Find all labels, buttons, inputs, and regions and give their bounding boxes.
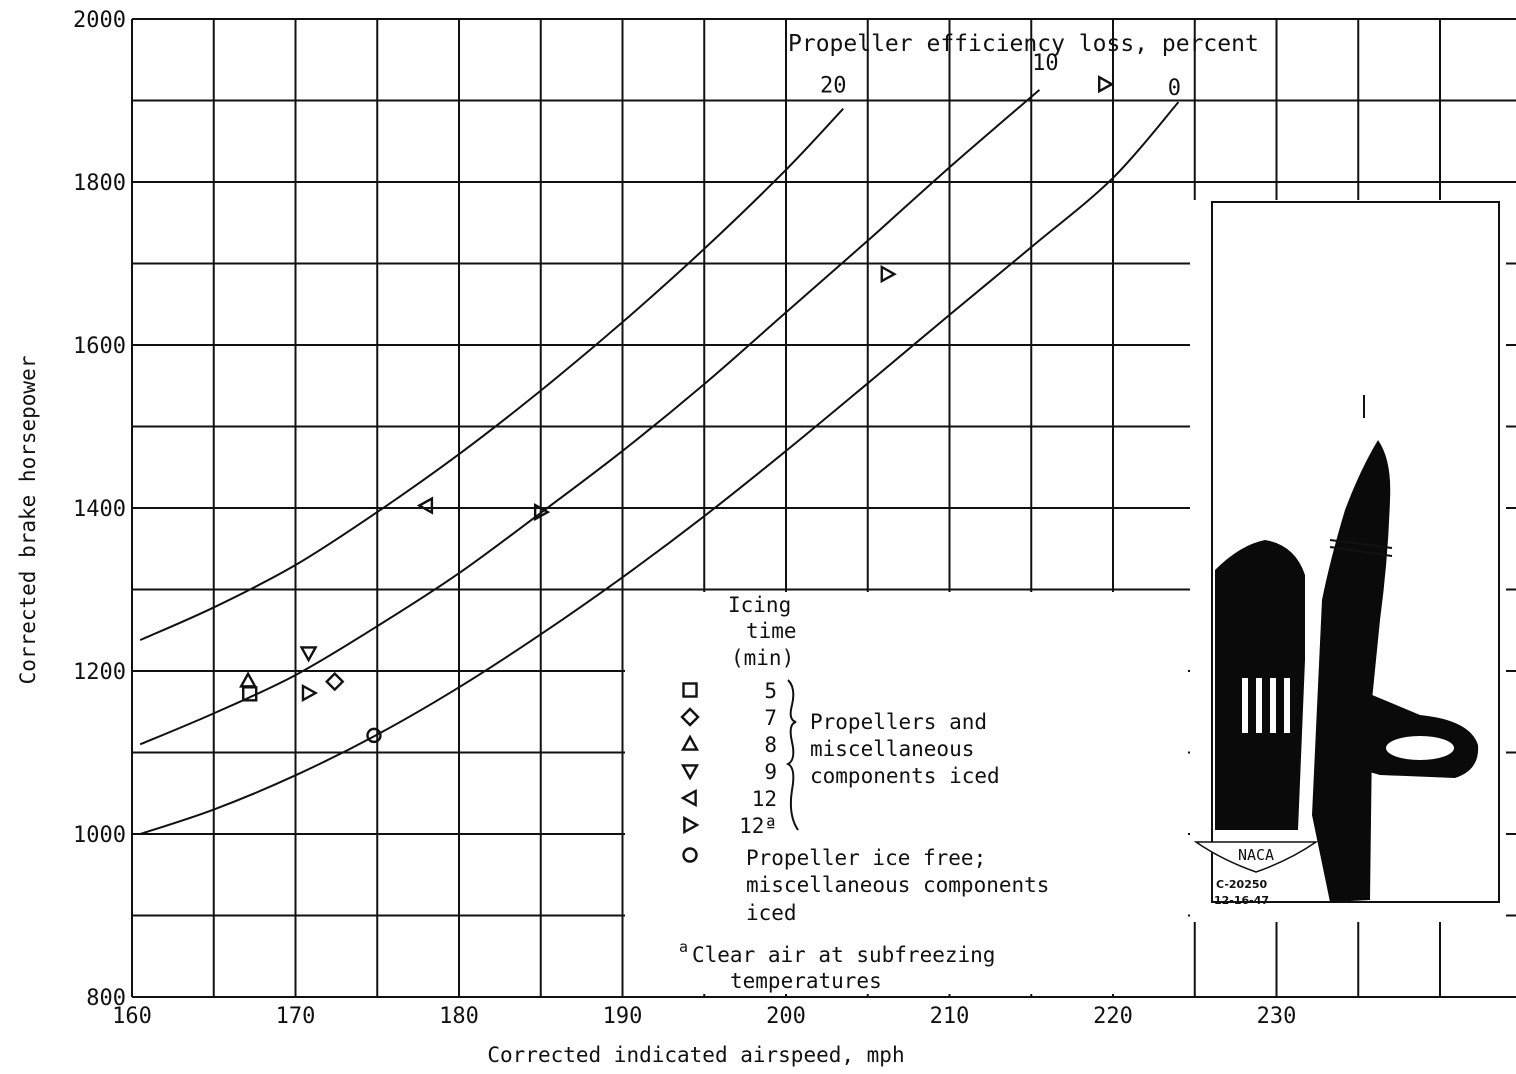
legend-symbol-triangle-left: [680, 788, 697, 808]
legend-symbol-diamond: [680, 707, 700, 727]
efficiency-curves: [139, 89, 1180, 835]
data-point-triangle-left: [416, 496, 434, 515]
x-axis-label: Corrected indicated airspeed, mph: [487, 1043, 904, 1067]
x-tick-label: 200: [766, 1004, 806, 1029]
data-point-triangle-right: [301, 683, 319, 703]
data-point-triangle-right: [880, 265, 897, 284]
efficiency-curve-20: [139, 107, 844, 641]
legend: Icing time (min) 5 7 8 9 12 12ª Propellers an…: [625, 592, 1188, 994]
legend-ice-free-label-2: miscellaneous components: [746, 873, 1049, 897]
axis-tick-labels: 160 170 180 190 200 210 220 2308001000120014001…: [73, 8, 1296, 1029]
y-tick-label: 1000: [73, 823, 126, 848]
x-tick-label: 170: [276, 1004, 316, 1029]
data-points: [239, 75, 1115, 744]
curve-labels: 20 10 0: [820, 51, 1181, 101]
photo-id: C-20250: [1216, 878, 1268, 891]
curve-label-0: 0: [1168, 76, 1181, 101]
y-axis-label: Corrected brake horsepower: [16, 356, 40, 685]
propeller-photo: NACA C-20250 12-16-47: [1190, 200, 1506, 922]
legend-time-value: 8: [764, 733, 777, 757]
data-point-triangle-right: [533, 503, 551, 522]
legend-header-line-2: time: [746, 619, 797, 643]
legend-group-label-1: Propellers and: [810, 710, 987, 734]
efficiency-curve-10: [139, 89, 1041, 746]
data-point-triangle-down: [299, 646, 318, 663]
data-point-triangle-right: [1098, 75, 1115, 94]
legend-symbol-triangle-down: [680, 764, 700, 781]
legend-brace: [785, 679, 799, 831]
legend-time-value: 12ª: [739, 814, 777, 838]
legend-ice-free-label-3: iced: [746, 901, 797, 925]
legend-footnote-mark: a: [679, 938, 688, 956]
legend-symbol-triangle-right: [683, 815, 700, 835]
y-tick-label: 1200: [73, 660, 126, 685]
x-tick-label: 220: [1093, 1004, 1133, 1029]
legend-symbol-triangle-up: [680, 734, 700, 751]
data-point-triangle-up: [239, 671, 258, 688]
legend-time-value: 5: [764, 679, 777, 703]
legend-header-line-3: (min): [731, 646, 794, 670]
x-tick-label: 180: [439, 1004, 479, 1029]
y-tick-label: 1800: [73, 171, 126, 196]
photo-date: 12-16-47: [1214, 894, 1269, 907]
y-tick-label: 1400: [73, 497, 126, 522]
photo-logo: NACA: [1238, 846, 1274, 864]
legend-time-value: 12: [752, 787, 777, 811]
efficiency-curve-0: [139, 101, 1180, 835]
legend-time-value: 9: [764, 760, 777, 784]
legend-symbol-square: [682, 682, 698, 698]
legend-time-value: 7: [764, 706, 777, 730]
curve-group-title: Propeller efficiency loss, percent: [788, 31, 1259, 57]
data-point-diamond: [325, 671, 345, 692]
y-tick-label: 1600: [73, 334, 126, 359]
legend-footnote-line-1: Clear air at subfreezing: [692, 943, 995, 967]
y-tick-label: 2000: [73, 8, 126, 33]
legend-entries: 5 7 8 9 12 12ª: [680, 679, 777, 863]
x-tick-label: 160: [112, 1004, 152, 1029]
legend-footnote-line-2: temperatures: [730, 969, 882, 993]
curve-label-20: 20: [820, 74, 847, 99]
legend-group-label-2: miscellaneous: [810, 737, 974, 761]
x-tick-label: 190: [603, 1004, 643, 1029]
data-point-circle: [366, 727, 382, 744]
legend-symbol-circle: [682, 847, 698, 863]
legend-ice-free-label-1: Propeller ice free;: [746, 846, 986, 870]
x-tick-label: 210: [930, 1004, 970, 1029]
legend-group-label-3: components iced: [810, 764, 1000, 788]
y-tick-label: 800: [86, 986, 126, 1011]
legend-header-line-1: Icing: [728, 593, 791, 617]
x-tick-label: 230: [1257, 1004, 1297, 1029]
curve-label-10: 10: [1032, 51, 1059, 76]
